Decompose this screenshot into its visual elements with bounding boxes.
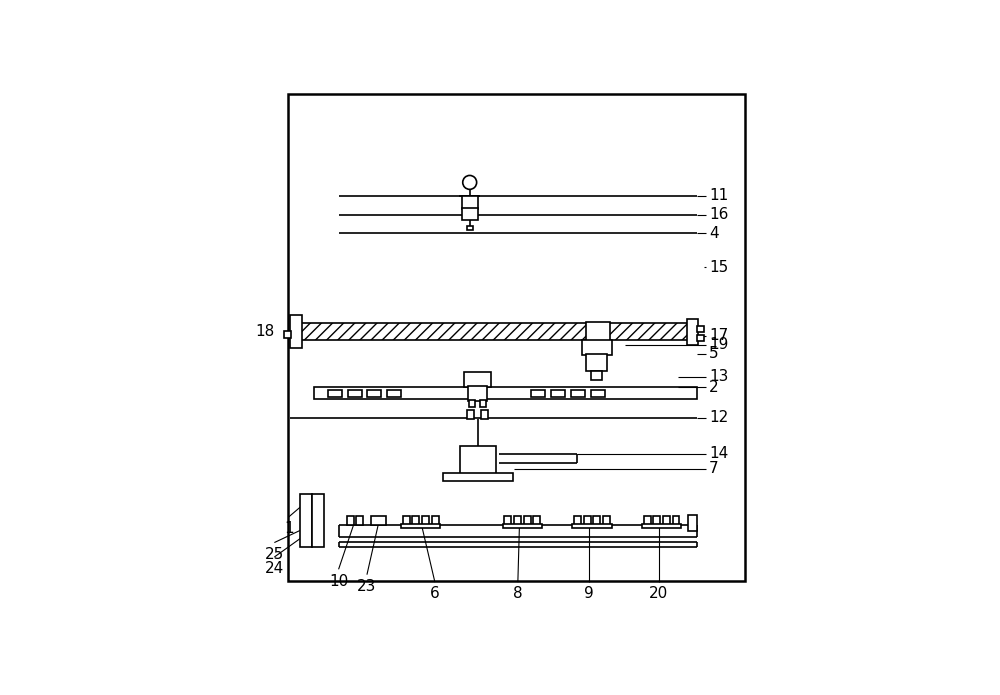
Text: 23: 23 [357, 579, 377, 594]
Text: 11: 11 [709, 188, 728, 203]
Bar [603, 516, 610, 525]
Text: 7: 7 [709, 461, 719, 476]
Bar [356, 516, 363, 525]
Bar [367, 389, 381, 397]
Bar [300, 494, 312, 548]
Bar [533, 516, 540, 525]
Text: 16: 16 [709, 207, 728, 222]
Bar [443, 473, 513, 481]
Bar [644, 516, 651, 525]
Bar [462, 208, 478, 220]
Bar [586, 322, 610, 341]
Bar [697, 336, 704, 341]
Bar [288, 94, 745, 581]
Bar [591, 389, 605, 397]
Text: 25: 25 [265, 547, 284, 562]
Text: 20: 20 [649, 587, 668, 601]
Bar [586, 354, 607, 371]
Bar [460, 446, 496, 474]
Text: 1: 1 [284, 521, 294, 536]
Text: 15: 15 [709, 260, 728, 275]
Bar [464, 373, 491, 387]
Bar [401, 524, 440, 528]
Bar [687, 319, 698, 345]
Bar [593, 516, 600, 525]
Bar [574, 516, 581, 525]
Bar [582, 341, 612, 355]
Bar [571, 389, 585, 397]
Bar [504, 516, 511, 525]
Bar [551, 389, 565, 397]
Bar [403, 516, 410, 525]
Bar [284, 332, 291, 338]
Bar [503, 524, 542, 528]
Text: 17: 17 [709, 329, 728, 343]
Bar [371, 516, 386, 525]
Text: 12: 12 [709, 410, 728, 425]
Text: 24: 24 [265, 562, 284, 576]
Text: 5: 5 [709, 346, 719, 361]
Bar [531, 389, 545, 397]
Bar [412, 516, 419, 525]
Bar [422, 516, 429, 525]
Text: 14: 14 [709, 446, 728, 461]
Bar [300, 323, 693, 341]
Bar [697, 326, 704, 332]
Bar [314, 387, 697, 399]
Text: 2: 2 [709, 380, 719, 395]
Bar [584, 516, 591, 525]
Bar [524, 516, 531, 525]
Bar [591, 370, 602, 380]
Text: 18: 18 [255, 324, 274, 339]
Text: 9: 9 [584, 587, 594, 601]
Bar [467, 226, 473, 230]
Bar [462, 196, 478, 209]
Bar [653, 516, 660, 525]
Bar [468, 386, 487, 401]
Bar [514, 516, 521, 525]
Bar [348, 389, 362, 397]
Bar [312, 494, 324, 548]
Text: 19: 19 [709, 337, 728, 352]
Bar [290, 315, 302, 348]
Text: 13: 13 [709, 369, 728, 384]
Text: 10: 10 [329, 573, 348, 589]
Bar [688, 515, 697, 531]
Text: 6: 6 [430, 587, 440, 601]
Text: 4: 4 [709, 226, 719, 240]
Bar [480, 400, 486, 407]
Bar [347, 516, 354, 525]
Bar [673, 516, 679, 525]
Bar [469, 400, 475, 407]
Bar [387, 389, 401, 397]
Bar [467, 410, 474, 419]
Bar [432, 516, 439, 525]
Bar [481, 410, 488, 419]
Bar [328, 389, 342, 397]
Text: 8: 8 [513, 587, 523, 601]
Bar [663, 516, 670, 525]
Bar [642, 524, 681, 528]
Bar [572, 524, 612, 528]
